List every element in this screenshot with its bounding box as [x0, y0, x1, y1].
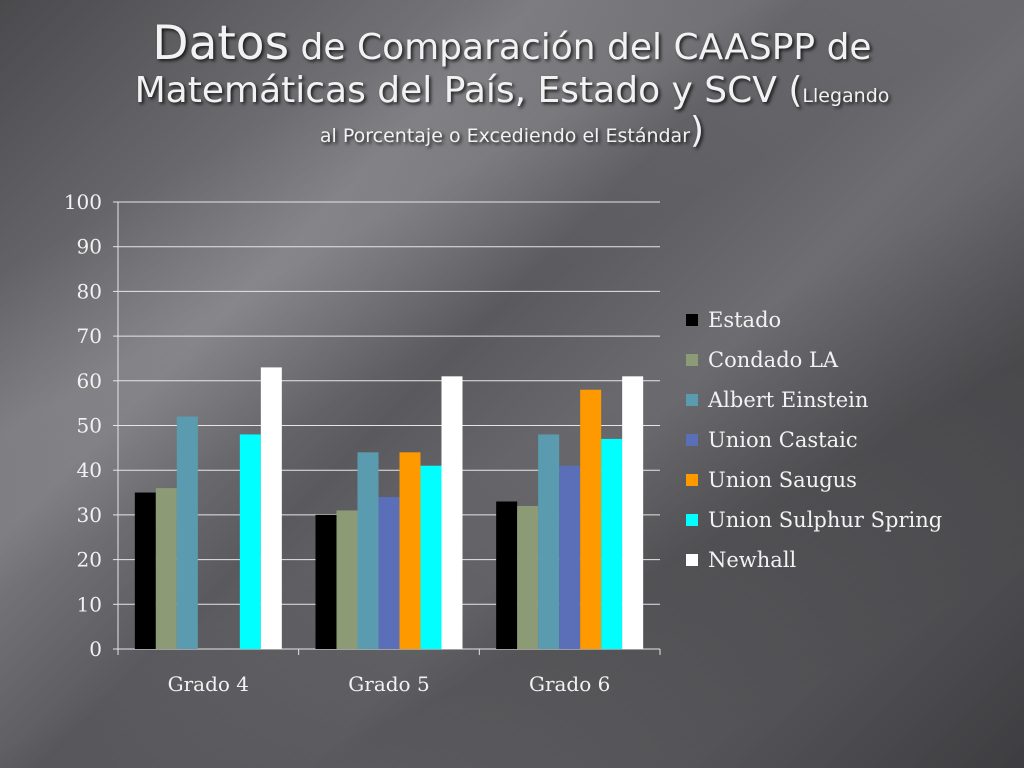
title-line-2-text: Matemáticas del País, Estado y SCV (: [134, 69, 803, 111]
legend-swatch-union-castaic: [686, 434, 698, 446]
bar-albert-einstein-grado-5: [357, 452, 379, 649]
legend-label-albert-einstein: Albert Einstein: [707, 388, 868, 412]
legend-label-estado: Estado: [708, 308, 781, 332]
y-tick-label-50: 50: [77, 414, 102, 438]
bar-albert-einstein-grado-4: [176, 416, 198, 649]
bar-condado-la-grado-5: [336, 510, 358, 649]
bar-estado-grado-6: [496, 501, 518, 649]
legend-label-newhall: Newhall: [708, 548, 797, 572]
legend-label-union-castaic: Union Castaic: [708, 428, 858, 452]
x-tick-label-grado-4: Grado 4: [168, 672, 249, 696]
y-tick-label-70: 70: [77, 324, 102, 348]
bar-newhall-grado-5: [441, 376, 463, 649]
bar-union-sulphur-spring-grado-4: [239, 434, 261, 649]
y-tick-label-60: 60: [77, 369, 102, 393]
bar-condado-la-grado-6: [517, 505, 539, 649]
y-tick-label-20: 20: [77, 548, 102, 572]
bar-albert-einstein-grado-6: [538, 434, 560, 649]
x-tick-label-grado-5: Grado 5: [348, 672, 429, 696]
bar-newhall-grado-6: [622, 376, 644, 649]
x-tick-label-grado-6: Grado 6: [529, 672, 610, 696]
bar-newhall-grado-4: [260, 367, 282, 649]
legend-swatch-newhall: [686, 554, 698, 566]
legend-label-union-sulphur-spring: Union Sulphur Spring: [708, 508, 942, 532]
legend-swatch-estado: [686, 314, 698, 326]
title-line-1: Datos de Comparación del CAASPP de: [20, 16, 1004, 71]
legend-label-union-saugus: Union Saugus: [708, 468, 857, 492]
bar-union-sulphur-spring-grado-6: [601, 438, 623, 649]
bar-estado-grado-5: [315, 514, 337, 649]
bar-union-saugus-grado-6: [580, 389, 602, 649]
title-line-3-small: al Porcentaje o Excediendo el Estándar: [319, 124, 691, 147]
y-tick-label-30: 30: [77, 503, 102, 527]
legend-swatch-albert-einstein: [686, 394, 698, 406]
title-line-3: al Porcentaje o Excediendo el Estándar): [20, 109, 1004, 151]
legend-label-condado-la: Condado LA: [708, 348, 839, 372]
title-line-2: Matemáticas del País, Estado y SCV (Lleg…: [20, 69, 1004, 111]
legend-swatch-union-saugus: [686, 474, 698, 486]
bar-union-castaic-grado-5: [378, 497, 400, 649]
bar-estado-grado-4: [134, 492, 156, 649]
y-tick-label-10: 10: [77, 592, 102, 616]
bar-union-sulphur-spring-grado-5: [420, 465, 442, 649]
bar-union-castaic-grado-6: [559, 465, 581, 649]
legend-swatch-union-sulphur-spring: [686, 514, 698, 526]
title-close-paren: ): [690, 109, 705, 151]
y-tick-label-40: 40: [77, 458, 102, 482]
bar-union-saugus-grado-5: [399, 452, 421, 649]
y-tick-label-0: 0: [89, 637, 102, 661]
slide-title: Datos de Comparación del CAASPP de Matem…: [20, 16, 1004, 151]
title-word-datos: Datos: [152, 16, 290, 71]
title-line-1-rest: de Comparación del CAASPP de: [289, 27, 872, 68]
title-line-2-small: Llegando: [802, 84, 890, 107]
y-tick-label-80: 80: [77, 279, 102, 303]
y-tick-label-90: 90: [77, 235, 102, 259]
bar-condado-la-grado-4: [155, 488, 177, 649]
legend-swatch-condado-la: [686, 354, 698, 366]
y-tick-label-100: 100: [64, 190, 102, 214]
